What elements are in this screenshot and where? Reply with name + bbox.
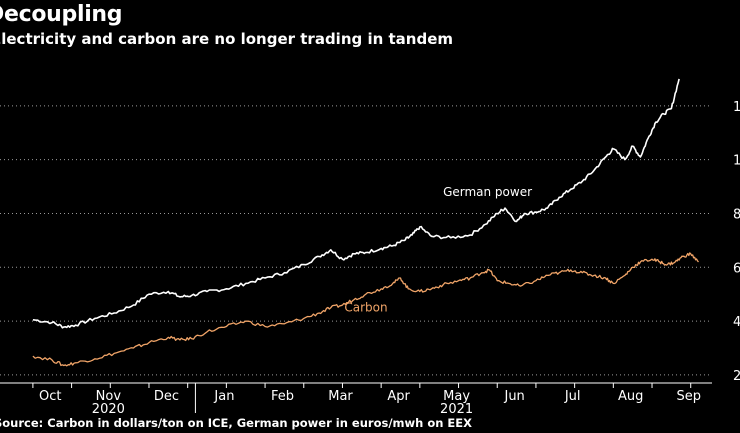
y-tick-label-100: 100	[733, 154, 740, 169]
x-tick-label-mar: Mar	[328, 389, 353, 404]
x-tick-label-feb: Feb	[271, 389, 294, 404]
x-tick-label-jan: Jan	[213, 389, 234, 404]
y-axis-labels: 20 40 60 80 100 120	[733, 100, 740, 384]
chart-subtitle: Electricity and carbon are no longer tra…	[0, 30, 454, 48]
annotation-carbon: Carbon	[344, 301, 387, 315]
series-lines	[32, 78, 699, 367]
x-tick-label-dec: Dec	[154, 389, 179, 404]
x-tick-label-nov: Nov	[96, 389, 122, 404]
x-tick-label-sep: Sep	[677, 389, 702, 404]
gridlines	[0, 105, 712, 376]
x-tick-label-apr: Apr	[387, 389, 410, 404]
annotation-german-power: German power	[443, 185, 532, 199]
x-year-label-2020: 2020	[92, 402, 125, 417]
chart-title: Decoupling	[0, 2, 123, 27]
x-year-label-2021: 2021	[440, 402, 473, 417]
series-annotations: German power Carbon	[344, 185, 532, 315]
y-tick-label-120: 120	[733, 100, 740, 115]
x-tick-label-may: May	[443, 389, 470, 404]
series-line-german-power	[32, 78, 680, 329]
x-tick-label-oct: Oct	[39, 389, 61, 404]
y-tick-label-60: 60	[733, 261, 740, 276]
x-tick-label-jun: Jun	[503, 389, 524, 404]
x-axis: Oct Nov Dec Jan Feb Mar Apr May Jun Jul Aug Sep 2020…	[0, 382, 712, 417]
y-tick-label-40: 40	[733, 315, 740, 330]
series-line-carbon	[32, 252, 699, 367]
y-tick-label-20: 20	[733, 369, 740, 384]
x-tick-label-aug: Aug	[618, 389, 643, 404]
y-tick-label-80: 80	[733, 207, 740, 222]
source-note: Source: Carbon in dollars/ton on ICE, Ge…	[0, 416, 472, 430]
x-tick-label-jul: Jul	[564, 389, 581, 404]
